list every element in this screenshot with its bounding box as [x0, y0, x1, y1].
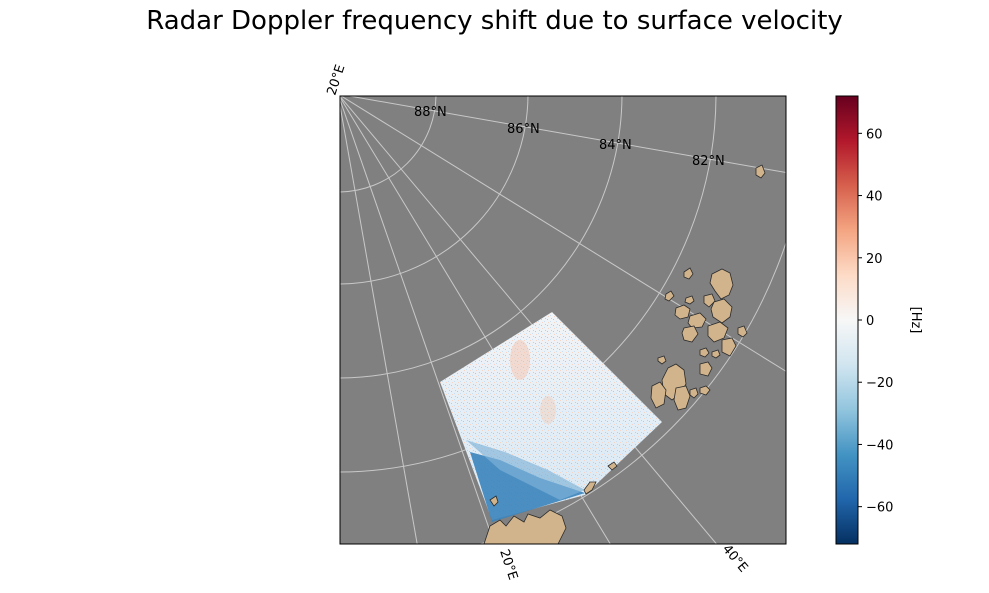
lat-label-82: 82°N [692, 154, 725, 169]
colorbar: 60 40 20 0 −20 −40 −60 [Hz] [835, 95, 923, 545]
swath-positive-patch [510, 340, 530, 380]
swath-medium-negative [466, 440, 585, 500]
lat-label-86: 86°N [507, 122, 540, 137]
latitude-labels: 88°N 86°N 84°N 82°N [414, 105, 725, 169]
colorbar-tick-label: 0 [866, 314, 874, 329]
meridian-20e [340, 98, 495, 544]
meridian-60e [346, 96, 786, 174]
colorbar-gradient [835, 95, 859, 545]
lon-label-top-20e: 20°E [325, 63, 349, 97]
lat-label-84: 84°N [599, 138, 632, 153]
land-franz-josef [650, 164, 766, 411]
swath-strong-negative [470, 452, 585, 522]
map-panel[interactable]: 88°N 86°N 84°N 82°N 20°E 20°E 40°E [0, 0, 810, 582]
lon-label-bottom-20e: 20°E [496, 548, 520, 582]
colorbar-ticks: 60 40 20 0 −20 −40 −60 [858, 127, 893, 516]
colorbar-tick-label: 20 [866, 252, 883, 267]
colorbar-tick-label: −20 [866, 376, 893, 391]
colorbar-tick-label: 40 [866, 190, 883, 205]
lat-label-88: 88°N [414, 105, 447, 120]
colorbar-tick-label: 60 [866, 127, 883, 142]
colorbar-tick-label: −60 [866, 501, 893, 516]
swath-positive-patch-2 [540, 396, 556, 424]
lon-label-bottom-40e: 40°E [719, 542, 751, 576]
meridian-10e [340, 102, 418, 544]
map-title: Radar Doppler frequency shift due to sur… [146, 6, 843, 36]
land-svalbard [483, 461, 618, 544]
colorbar-tick-label: −40 [866, 438, 893, 453]
radar-swath [440, 312, 662, 522]
map-frame [339, 95, 787, 545]
colorbar-label: [Hz] [908, 307, 923, 334]
